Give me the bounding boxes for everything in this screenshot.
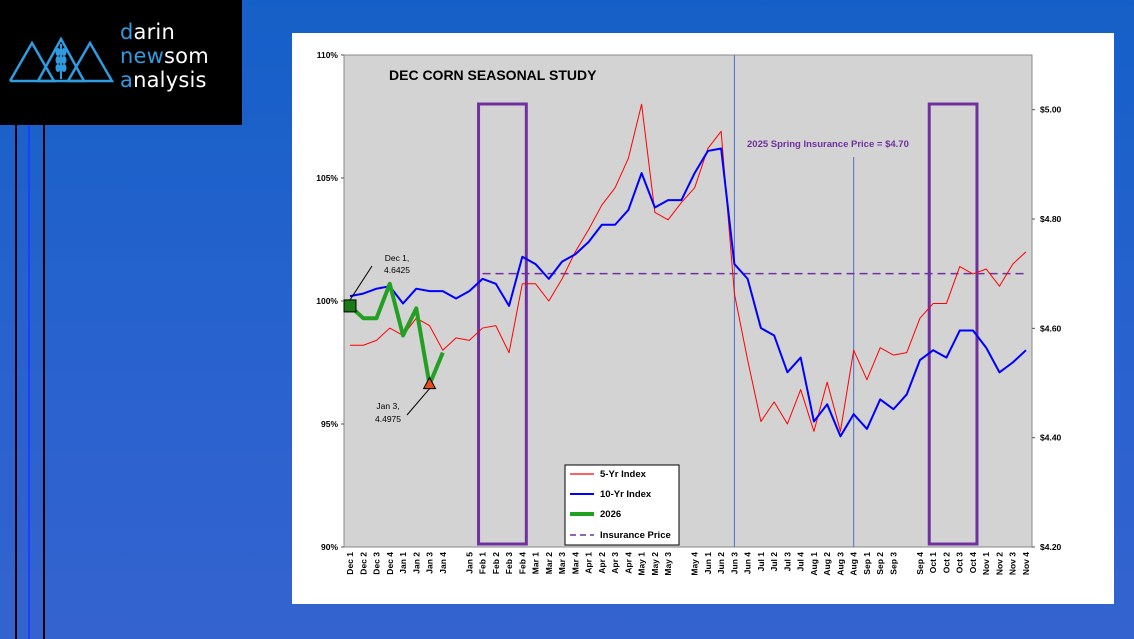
x-tick-label: Nov 2 bbox=[994, 552, 1004, 575]
x-tick-label: Nov 4 bbox=[1021, 552, 1031, 575]
x-tick-label: Sep 4 bbox=[915, 552, 925, 575]
x-tick-label: Nov 1 bbox=[981, 552, 991, 575]
x-tick-label: Feb 2 bbox=[491, 552, 501, 574]
x-tick-label: Sep 1 bbox=[862, 552, 872, 575]
x-tick-label: Jan 4 bbox=[438, 552, 448, 574]
y-left-tick-label: 90% bbox=[321, 542, 338, 552]
x-tick-label: Jul 3 bbox=[782, 552, 792, 572]
x-tick-label: Feb 4 bbox=[517, 552, 527, 574]
x-tick-label: Apr 3 bbox=[610, 552, 620, 574]
x-tick-label: Apr 2 bbox=[597, 552, 607, 574]
highlight-box bbox=[927, 102, 979, 546]
x-tick-label: Feb 1 bbox=[478, 552, 488, 574]
x-tick-label: Dec 4 bbox=[385, 552, 395, 575]
x-tick-label: Jan 2 bbox=[411, 552, 421, 574]
low-label-2: 4.4975 bbox=[375, 414, 401, 424]
y-left-tick-label: 110% bbox=[317, 50, 339, 60]
x-tick-label: Aug 1 bbox=[809, 552, 819, 576]
x-tick-label: Mar 4 bbox=[570, 552, 580, 574]
x-tick-label: Mar 2 bbox=[544, 552, 554, 574]
brand-logo: darin newsom analysis bbox=[0, 0, 242, 125]
seasonal-chart: 2025 Spring Insurance Price = $4.70 Dec … bbox=[316, 50, 1062, 576]
x-tick-label: Aug 2 bbox=[822, 552, 832, 576]
x-tick-label: Mar 3 bbox=[557, 552, 567, 574]
x-tick-label: May 1 bbox=[637, 552, 647, 576]
x-tick-label: Feb 3 bbox=[504, 552, 514, 574]
x-tick-label: Aug 3 bbox=[835, 552, 845, 576]
x-tick-label: Apr 1 bbox=[584, 552, 594, 574]
x-tick-label: Oct 4 bbox=[968, 552, 978, 574]
plot-area bbox=[343, 54, 1033, 548]
y-right-tick-label: $4.60 bbox=[1040, 323, 1062, 333]
brand-wordmark: darin newsom analysis bbox=[120, 20, 209, 92]
legend-box bbox=[564, 464, 680, 546]
y-right-tick-label: $5.00 bbox=[1040, 105, 1062, 115]
highlight-box bbox=[477, 102, 528, 546]
x-tick-label: Jul 2 bbox=[769, 552, 779, 572]
x-tick-label: Jan 5 bbox=[464, 552, 474, 574]
legend-5yr-label: 5-Yr Index bbox=[600, 469, 647, 480]
decor-line-1 bbox=[15, 125, 17, 639]
x-tick-label: Aug 4 bbox=[849, 552, 859, 576]
x-tick-label: Dec 2 bbox=[358, 552, 368, 575]
y-left-tick-label: 95% bbox=[321, 419, 338, 429]
x-tick-label: Jan 1 bbox=[398, 552, 408, 574]
start-point-marker bbox=[343, 299, 357, 313]
series-line-0 bbox=[350, 103, 1027, 432]
x-tick-label: Apr 4 bbox=[623, 552, 633, 574]
chart-panel: 2025 Spring Insurance Price = $4.70 Dec … bbox=[292, 33, 1114, 604]
x-tick-label: Oct 2 bbox=[941, 552, 951, 574]
x-tick-label: Sep 2 bbox=[875, 552, 885, 575]
insurance-price-label: 2025 Spring Insurance Price = $4.70 bbox=[747, 139, 909, 150]
x-tick-label: May 3 bbox=[663, 552, 673, 576]
x-tick-label: Dec 1 bbox=[345, 552, 355, 575]
x-tick-label: Oct 3 bbox=[955, 552, 965, 574]
x-tick-label: Oct 1 bbox=[928, 552, 938, 574]
legend: 5-Yr Index 10-Yr Index 2026 Insurance Pr… bbox=[564, 464, 680, 546]
x-tick-label: May 2 bbox=[650, 552, 660, 576]
x-tick-label: Dec 3 bbox=[372, 552, 382, 575]
y-left-tick-label: 100% bbox=[316, 296, 338, 306]
x-tick-label: Jun 3 bbox=[729, 552, 739, 574]
x-tick-label: Jul 1 bbox=[756, 552, 766, 572]
series-line-1 bbox=[349, 147, 1027, 438]
decor-line-2 bbox=[28, 125, 30, 639]
low-label-1: Jan 3, bbox=[376, 401, 399, 411]
start-callout-line bbox=[349, 265, 373, 301]
chart-title: DEC CORN SEASONAL STUDY bbox=[389, 67, 597, 83]
decor-line-3 bbox=[43, 125, 45, 639]
x-tick-label: Jan 3 bbox=[425, 552, 435, 574]
y-right-tick-label: $4.20 bbox=[1040, 542, 1062, 552]
x-tick-label: Sep 3 bbox=[888, 552, 898, 575]
y-left-tick-label: 105% bbox=[316, 173, 338, 183]
legend-2026-label: 2026 bbox=[600, 509, 621, 520]
x-tick-label: Mar 1 bbox=[531, 552, 541, 574]
mountain-logo-icon bbox=[8, 36, 114, 83]
y-right-tick-label: $4.40 bbox=[1040, 433, 1062, 443]
low-callout-line bbox=[406, 388, 430, 416]
legend-10yr-label: 10-Yr Index bbox=[600, 489, 652, 500]
x-tick-label: Jun 4 bbox=[743, 552, 753, 574]
start-label-1: Dec 1, bbox=[385, 253, 410, 263]
legend-insurance-label: Insurance Price bbox=[600, 530, 671, 541]
y-right-tick-label: $4.80 bbox=[1040, 214, 1062, 224]
x-tick-label: Jun 2 bbox=[716, 552, 726, 574]
start-label-2: 4.6425 bbox=[384, 265, 410, 275]
x-tick-label: Nov 3 bbox=[1008, 552, 1018, 575]
x-tick-label: Jul 4 bbox=[796, 552, 806, 572]
series-line-2 bbox=[348, 281, 445, 387]
x-tick-label: Jun 1 bbox=[703, 552, 713, 574]
x-tick-label: May 4 bbox=[690, 552, 700, 576]
